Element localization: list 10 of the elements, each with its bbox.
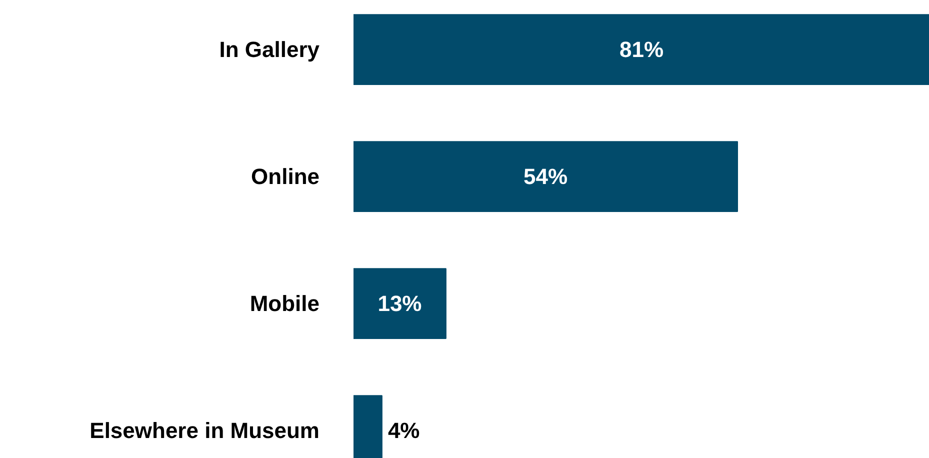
bar [354, 141, 738, 212]
bar [354, 14, 929, 85]
y-tick-label: Elsewhere in Museum [90, 418, 320, 444]
y-tick-label: Online [251, 164, 320, 190]
data-label: 4% [388, 418, 420, 444]
data-label: 81% [619, 37, 664, 62]
data-label: 54% [523, 164, 568, 190]
y-tick-label: In Gallery [219, 37, 320, 62]
y-tick-label: Mobile [250, 291, 320, 316]
data-label: 13% [378, 291, 422, 316]
